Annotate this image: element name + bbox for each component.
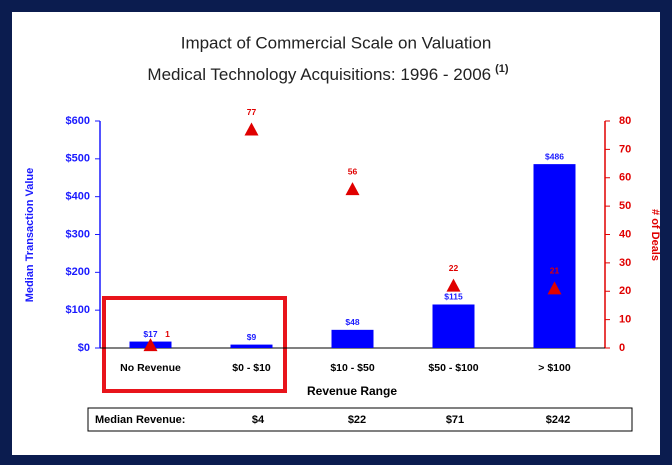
marker-value-label: 21 [550, 266, 560, 276]
marker-value-label: 1 [165, 329, 170, 339]
bar [533, 164, 576, 348]
y2-tick-label: 70 [619, 143, 631, 155]
table-value: $4 [252, 414, 265, 426]
bar-value-label: $48 [345, 317, 359, 327]
marker [244, 122, 259, 136]
y2-tick-label: 50 [619, 200, 631, 212]
table-box [87, 407, 633, 432]
table-value: $242 [546, 414, 570, 426]
bar [331, 329, 374, 348]
x-tick-label: $50 - $100 [428, 362, 478, 374]
bar-value-label: $115 [444, 292, 463, 302]
x-tick-label: No Revenue [120, 362, 181, 374]
marker-value-label: 22 [449, 263, 459, 273]
marker [446, 278, 461, 292]
table-label: Median Revenue: [95, 414, 185, 426]
y2-tick-label: 60 [619, 172, 631, 184]
y2-tick-label: 10 [619, 314, 631, 326]
y-tick-label: $300 [66, 228, 90, 240]
y2-tick-label: 30 [619, 257, 631, 269]
y-tick-label: $600 [66, 115, 90, 127]
bar [230, 344, 273, 348]
x-tick-label: $0 - $10 [232, 362, 271, 374]
y2-axis-label: # of Deals [649, 209, 661, 261]
y-tick-label: $400 [66, 191, 90, 203]
chart-title: Impact of Commercial Scale on Valuation [181, 33, 492, 52]
bar [432, 304, 475, 348]
bar-value-label: $17 [143, 329, 157, 339]
y2-tick-label: 20 [619, 285, 631, 297]
bar-value-label: $486 [545, 151, 564, 161]
y-tick-label: $200 [66, 266, 90, 278]
y-axis-label: Median Transaction Value [24, 168, 36, 303]
x-tick-label: $10 - $50 [330, 362, 375, 374]
y-tick-label: $0 [78, 342, 90, 354]
bar-value-label: $9 [247, 332, 257, 342]
x-tick-label: > $100 [538, 362, 571, 374]
y2-tick-label: 40 [619, 228, 631, 240]
chart-subtitle: Medical Technology Acquisitions: 1996 - … [147, 63, 508, 85]
marker-value-label: 56 [348, 166, 358, 176]
marker [143, 338, 158, 352]
table-value: $22 [348, 414, 366, 426]
y2-tick-label: 0 [619, 342, 625, 354]
x-axis-label: Revenue Range [307, 384, 397, 398]
y2-tick-label: 80 [619, 115, 631, 127]
y-tick-label: $100 [66, 304, 90, 316]
subtitle-note: (1) [495, 63, 509, 75]
marker [547, 281, 562, 295]
marker [345, 182, 360, 196]
table-value: $71 [446, 414, 464, 426]
highlight-box [102, 296, 287, 393]
marker-value-label: 77 [247, 107, 257, 117]
subtitle-text: Medical Technology Acquisitions: 1996 - … [147, 65, 491, 84]
y-tick-label: $500 [66, 153, 90, 165]
